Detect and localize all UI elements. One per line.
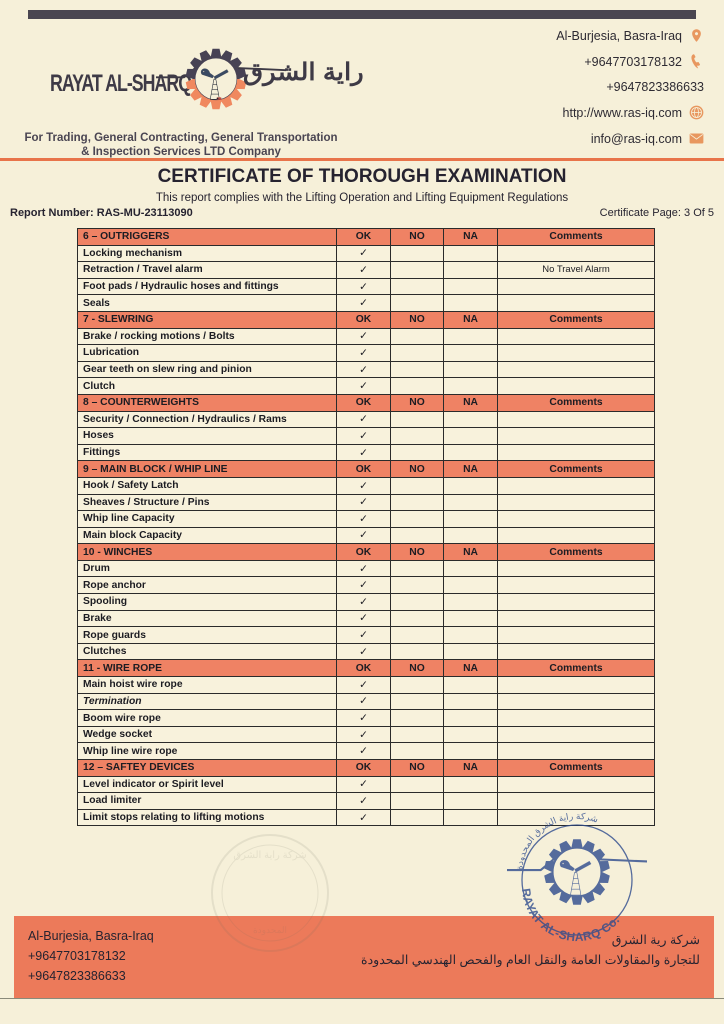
svg-text:شركة راية الشرق: شركة راية الشرق [233, 850, 306, 861]
svg-text:المحدودة: المحدودة [253, 925, 287, 936]
